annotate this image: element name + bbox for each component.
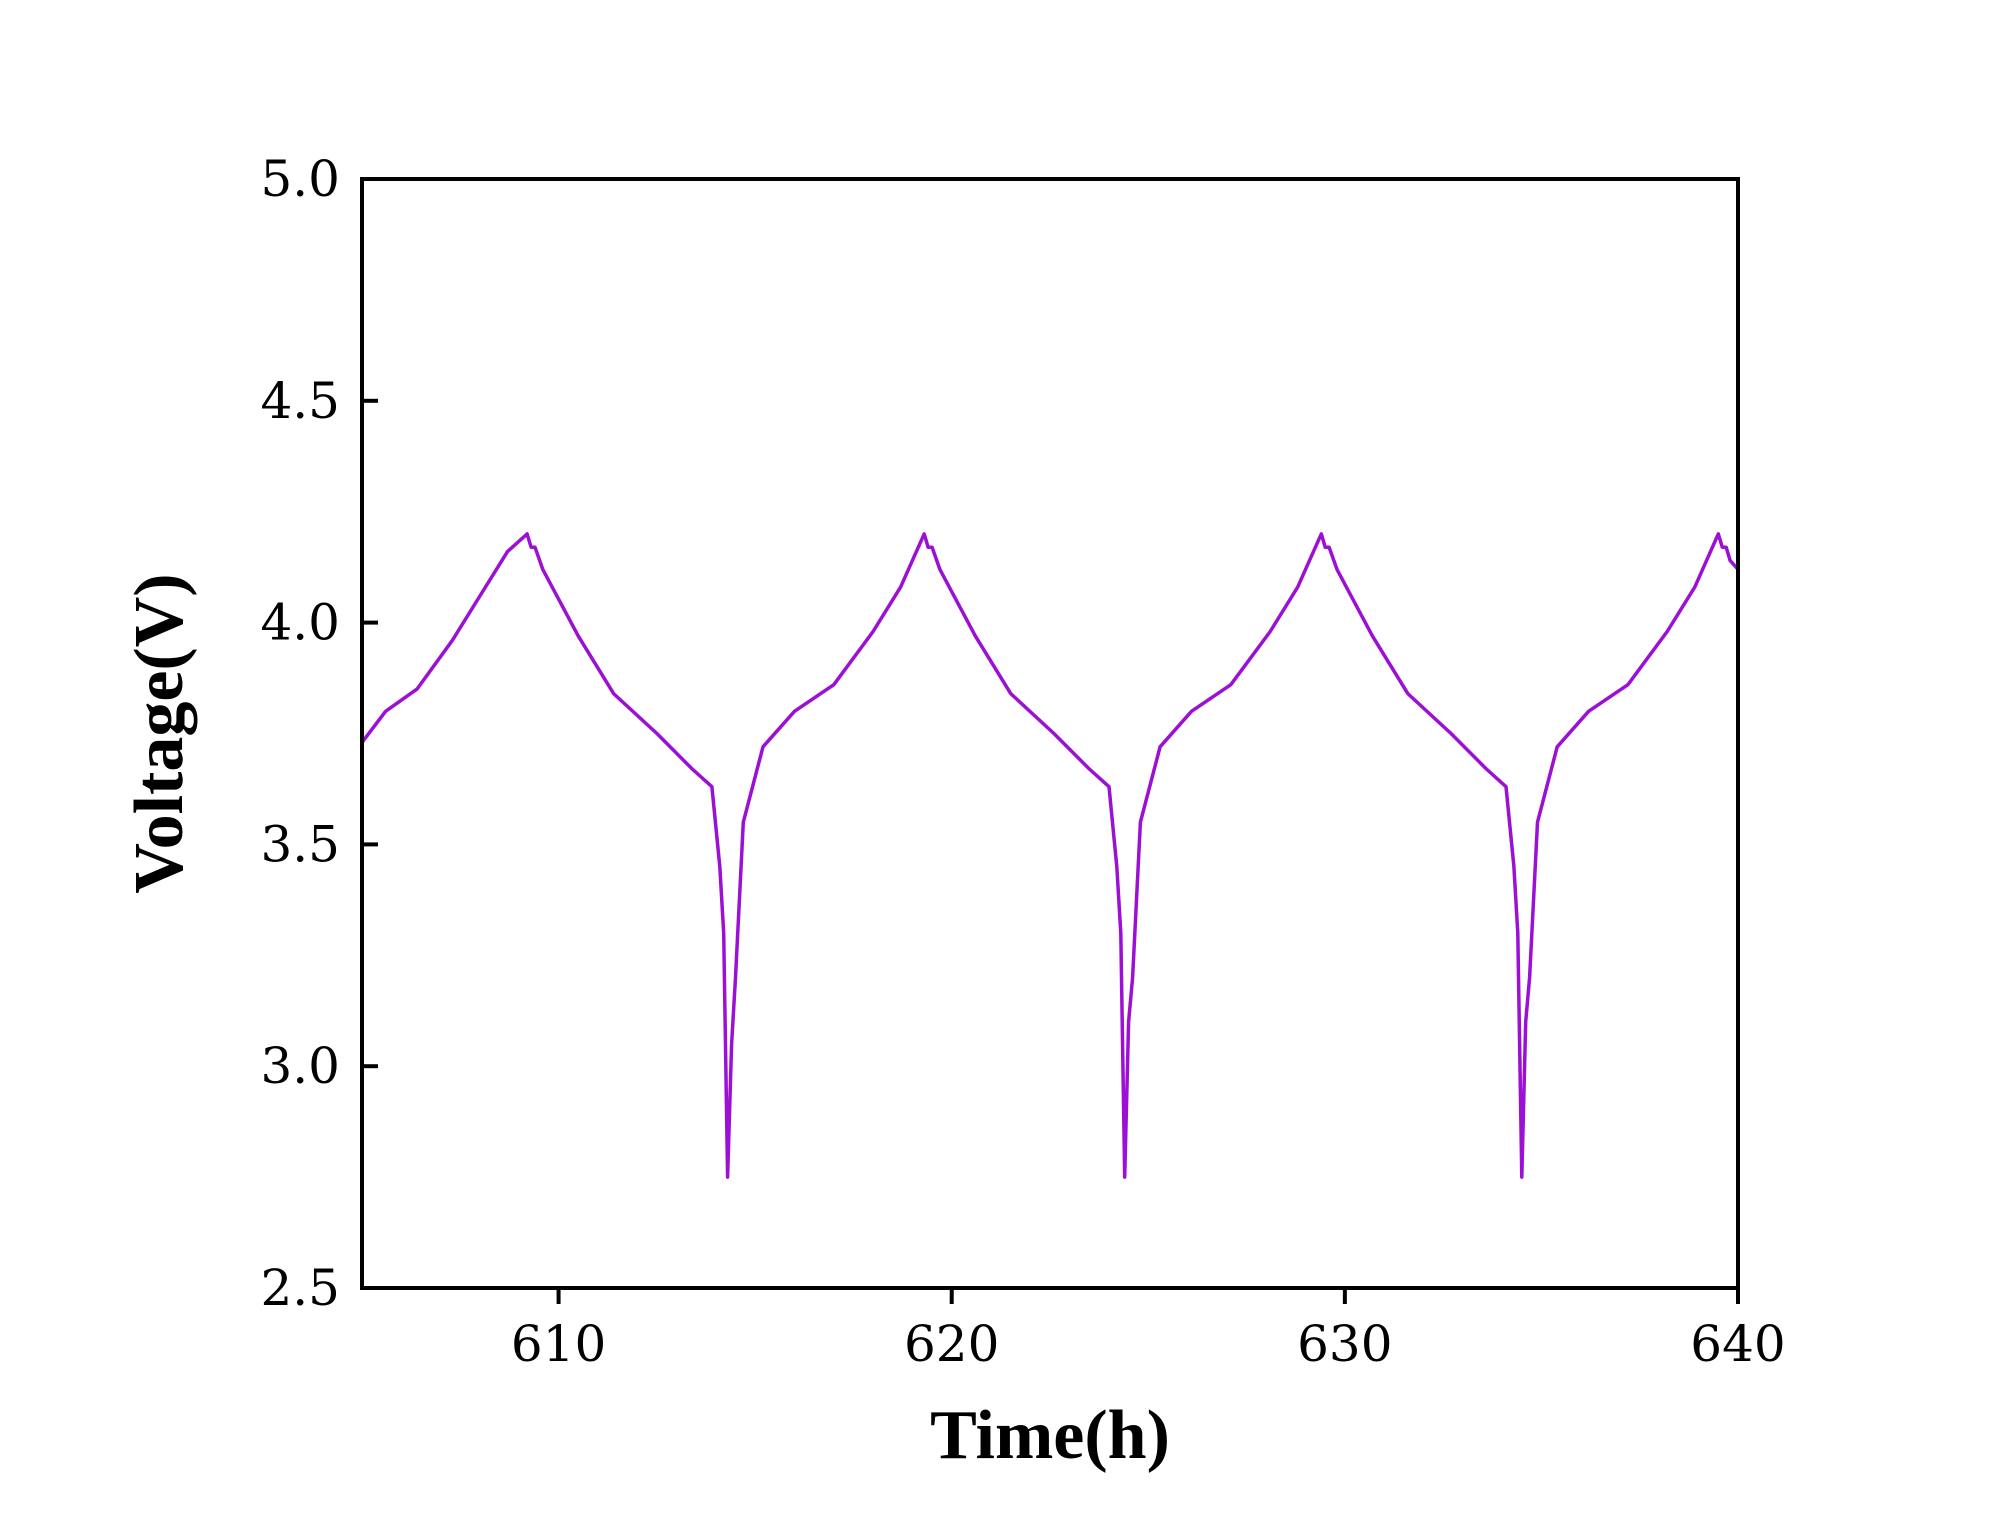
- y-tick-label: 4.0: [260, 594, 340, 652]
- y-tick-label: 5.0: [260, 150, 340, 208]
- y-axis-title: Voltage(V): [121, 573, 198, 893]
- x-tick-label: 610: [511, 1315, 606, 1373]
- x-tick-label: 620: [904, 1315, 999, 1373]
- x-tick-label: 630: [1297, 1315, 1392, 1373]
- x-axis-title: Time(h): [930, 1397, 1170, 1474]
- voltage-series-line: [360, 532, 1740, 1179]
- y-tick-label: 4.5: [260, 372, 340, 430]
- plot-area-frame: [360, 177, 1740, 1290]
- axis-ticks: [362, 177, 1740, 1304]
- y-tick-label: 3.0: [260, 1037, 340, 1095]
- y-tick-label: 3.5: [260, 815, 340, 873]
- y-tick-label: 2.5: [260, 1259, 340, 1317]
- x-tick-label: 640: [1690, 1315, 1785, 1373]
- axis-tick-labels: 2.5 3.0 3.5 4.0 4.5 5.0 610 620 630 640: [260, 150, 1785, 1373]
